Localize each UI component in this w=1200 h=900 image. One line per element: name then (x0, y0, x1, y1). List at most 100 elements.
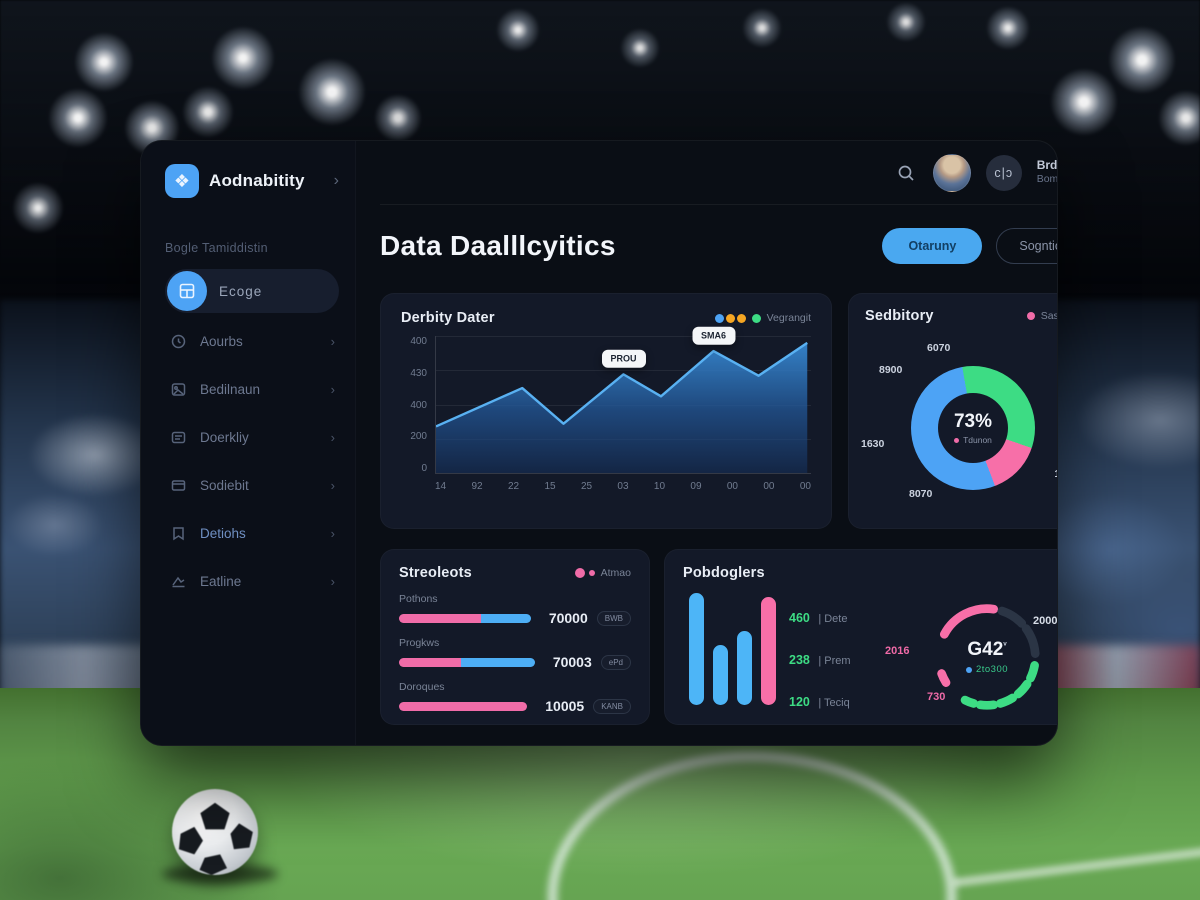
x-tick: 25 (580, 481, 593, 492)
x-tick: 03 (617, 481, 629, 492)
panels-row-2: Streoleots Atmao Pothons (380, 549, 1057, 725)
legend-dot-blue (714, 313, 724, 323)
search-icon[interactable] (894, 161, 918, 185)
dashboard-window: ❖ Aodnabitity › Bogle Tamiddistin Ecoge (140, 140, 1058, 746)
progress-bar (399, 701, 528, 711)
panel-header: Derbity Dater Vegrangit (401, 310, 811, 326)
topbar: c|ɔ Brdineda Bompeirveus (380, 141, 1057, 205)
user-menu[interactable]: Brdineda Bompeirveus (1037, 158, 1057, 186)
soccer-ball-pattern (178, 802, 253, 875)
bookmark-icon (169, 524, 187, 542)
dashboard-grid-icon (167, 271, 207, 311)
gauge-content: 460 | Dete 238 | Prem 120 | Teciq (683, 587, 1058, 729)
panels-row-1: Derbity Dater Vegrangit 400 430 (380, 293, 1058, 529)
gridline (436, 336, 811, 337)
sidebar-item-label: Ecoge (219, 283, 263, 299)
gauge-stat-label: | Dete (818, 613, 848, 625)
progress-bar (399, 657, 535, 667)
secondary-button[interactable]: Sogntiods (996, 228, 1057, 264)
gauge-stat-label: | Teciq (818, 697, 850, 709)
panel-title: Streoleots (399, 565, 472, 581)
area-line (436, 336, 811, 473)
sidebar-nav: Aourbs › Bedilnaun › Doerkliy › (165, 317, 339, 605)
brand: ❖ Aodnabitity › (165, 163, 339, 199)
legend-dot-pink (588, 570, 595, 576)
chart-tooltip: SMA6 (691, 326, 736, 345)
area-polyline (436, 343, 807, 427)
x-tick: 09 (690, 481, 702, 492)
sidebar-collapse-icon[interactable]: › (333, 172, 339, 189)
panel-title: Derbity Dater (401, 310, 495, 326)
stat-label: Doroques (399, 681, 445, 693)
gauge-ring (937, 604, 1040, 710)
gauge-stat-row: 460 | Dete (789, 609, 899, 627)
stat-badge: BWB (596, 610, 631, 626)
chevron-right-icon: › (330, 525, 335, 541)
gauge-ring-label: 2000 (1033, 615, 1058, 627)
ring-label: 8070 (909, 488, 933, 500)
sidebar-item-label: Detiohs (200, 525, 246, 541)
ring-label: 8900 (879, 364, 903, 376)
stat-line: 10005 KANB (399, 698, 631, 714)
main-content: c|ɔ Brdineda Bompeirveus Data Daalllcyit… (356, 141, 1058, 745)
sidebar-item-label: Sodiebit (200, 477, 249, 493)
progress-segment-pink (399, 657, 462, 667)
stat-row: Pothons 70000 BWB (399, 593, 631, 626)
stat-value: 10005 (545, 698, 585, 714)
x-tick: 15 (544, 481, 556, 492)
y-axis: 400 430 400 200 0 (401, 336, 427, 474)
brand-logo-icon: ❖ (165, 164, 199, 198)
avatar[interactable] (932, 153, 971, 192)
stat-row: Doroques 10005 KANB (399, 681, 631, 714)
sidebar-item-doerkliy[interactable]: Doerkliy › (165, 413, 339, 461)
donut-center: 73% Tdunon (938, 393, 1008, 463)
x-tick: 10 (653, 481, 666, 492)
clock-icon (169, 332, 187, 350)
gauge-value-text: G42 (967, 639, 1004, 660)
sidebar-item-detiohs[interactable]: Detiohs › (165, 509, 339, 557)
gauge-center-sub: 2to300 (965, 664, 1009, 675)
chart-legend: Atmao (574, 567, 631, 579)
donut-center-label: Tdunon (963, 435, 992, 445)
sidebar-item-aourbs[interactable]: Aourbs › (165, 317, 339, 365)
donut-center-sub: Tdunon (954, 435, 992, 445)
gauge-stats: 460 | Dete 238 | Prem 120 | Teciq (783, 587, 899, 729)
y-tick: 200 (410, 431, 427, 443)
x-tick: 92 (471, 481, 483, 492)
gauge-center-label: 2to300 (975, 664, 1009, 675)
sidebar: ❖ Aodnabitity › Bogle Tamiddistin Ecoge (141, 141, 356, 745)
donut-chart-panel: Sedbitory Sascony 73% Tdu (848, 293, 1058, 529)
x-tick: 00 (799, 481, 811, 492)
sidebar-item-eatline[interactable]: Eatline › (165, 557, 339, 605)
header-action-icon[interactable]: c|ɔ (985, 154, 1022, 191)
gauge-stat-row: 120 | Teciq (789, 693, 899, 711)
stat-value: 70000 (548, 610, 588, 626)
sidebar-item-active[interactable]: Ecoge (165, 269, 339, 313)
sidebar-item-bedilnaun[interactable]: Bedilnaun › (165, 365, 339, 413)
sidebar-item-sodiebit[interactable]: Sodiebit › (165, 461, 339, 509)
stats-panel: Streoleots Atmao Pothons (380, 549, 650, 725)
sidebar-item-label: Eatline (200, 573, 242, 589)
panel-header: Streoleots Atmao (399, 565, 631, 581)
x-tick: 14 (435, 481, 447, 492)
primary-button[interactable]: Otaruny (882, 228, 983, 264)
chevron-right-icon: › (330, 381, 335, 397)
mini-bar (689, 593, 704, 705)
page-title: Data Daalllcyitics (380, 230, 616, 261)
gauge-center: G42ᵛ 2to300 (929, 599, 1045, 715)
sidebar-item-label: Bedilnaun (200, 381, 261, 397)
stat-row: Progkws 70003 ePd (399, 637, 631, 670)
x-axis: 14 92 22 15 25 03 10 09 00 00 00 (435, 481, 811, 492)
legend-label: Atmao (600, 567, 631, 579)
chevron-right-icon: › (330, 429, 335, 445)
stat-line: 70000 BWB (399, 610, 631, 626)
gauge-stat-row: 238 | Prem (789, 651, 899, 669)
stat-badge: KANB (593, 698, 631, 714)
sidebar-item-label: Aourbs (200, 333, 243, 349)
chevron-right-icon: › (330, 477, 335, 493)
gauge-stat-value: 120 (789, 695, 810, 709)
chevron-right-icon: › (330, 573, 335, 589)
legend-label: Sascony (1040, 310, 1058, 322)
stat-label: Pothons (399, 593, 438, 605)
progress-segment-blue (461, 657, 535, 667)
